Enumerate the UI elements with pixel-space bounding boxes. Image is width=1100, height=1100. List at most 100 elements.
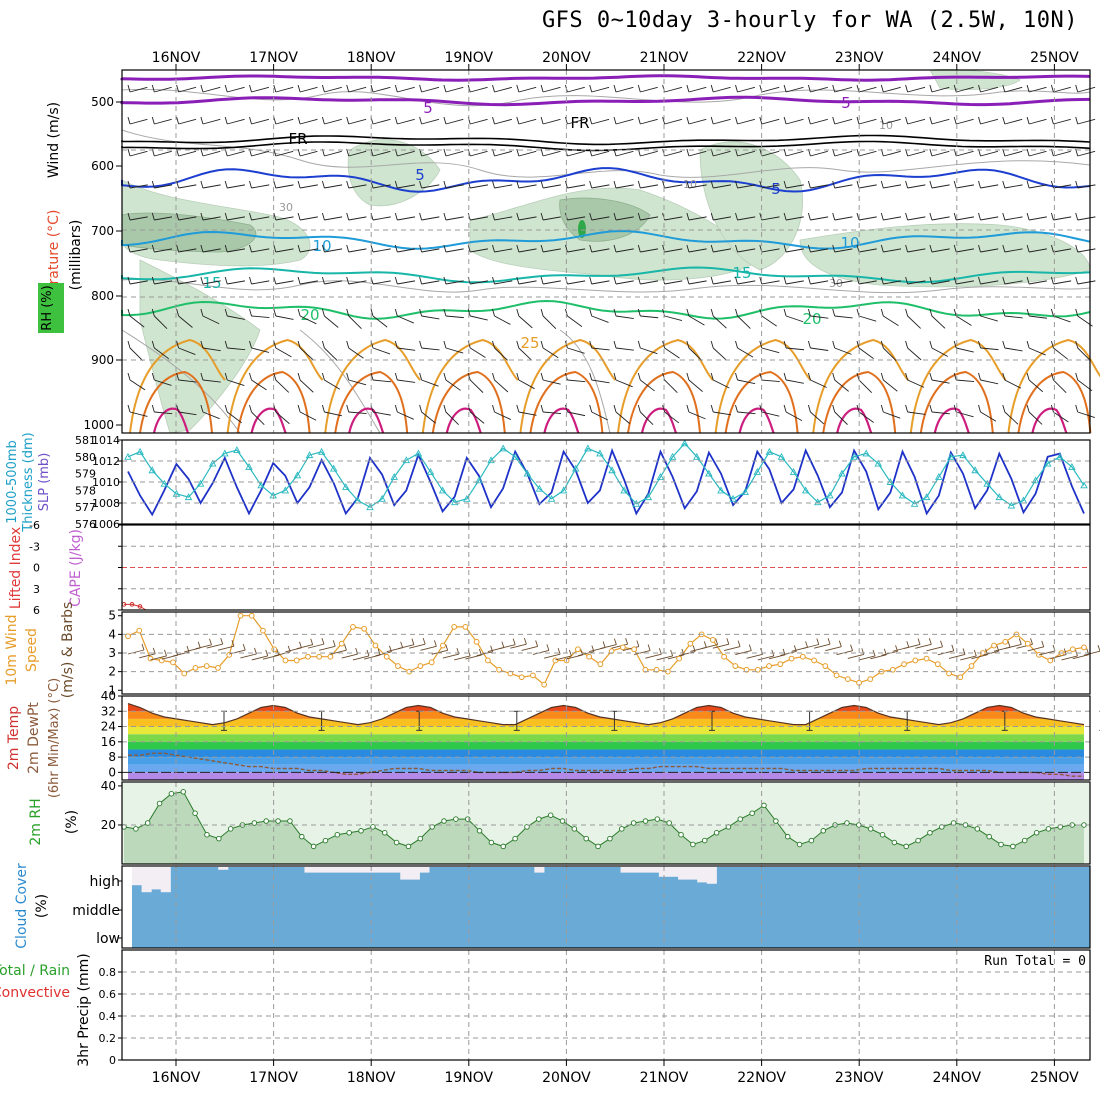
axis-tick-label: 0.4 (99, 1010, 117, 1023)
wind-barb (275, 184, 294, 189)
wind-barb (931, 118, 950, 125)
cloud-high-bar (639, 867, 650, 873)
wind-barb (786, 248, 804, 253)
wind-barb-flag (880, 404, 884, 413)
wind-barb (591, 411, 609, 421)
wind-barb-flag (929, 180, 933, 189)
wind-barb-flag (564, 116, 568, 125)
wind-barb (615, 315, 634, 319)
wind-barb-flag (346, 308, 350, 317)
wind10-barb (746, 653, 763, 659)
axis-tick-label: 2 (108, 665, 116, 679)
wind10-barb (701, 644, 718, 649)
wind-barb-flag (127, 340, 131, 349)
wind-barb-flag (1050, 372, 1054, 381)
wind-barb-flag (346, 372, 350, 381)
wind-barb (858, 216, 877, 221)
wind-barb (980, 150, 999, 157)
wind-barb-flag (710, 116, 714, 125)
wind-barb-flag (856, 244, 860, 253)
wind-barb-flag (929, 148, 933, 157)
wind-barb (639, 411, 654, 426)
wind-barb (664, 150, 683, 157)
ylabel-dewpt2m: 2m DewPt (26, 702, 42, 774)
wind-barb (664, 347, 680, 359)
wind-barb (980, 86, 999, 93)
wind-barb (1004, 248, 1023, 253)
thickness-point (475, 476, 483, 484)
rh-point (737, 816, 744, 822)
wind-barb-flag (710, 372, 714, 381)
wind-barb (858, 315, 877, 322)
axis-tick-label: 1012 (92, 455, 120, 468)
wind-barb-flag (249, 308, 252, 317)
wind-barb (737, 379, 756, 385)
ylabel-thickness-dm: Thickness (dm) (21, 432, 36, 532)
wind-barb-flag (978, 340, 981, 349)
wind-barb (129, 411, 148, 417)
wind-barb (227, 216, 246, 221)
wind10-point (1069, 646, 1076, 653)
rh-point (299, 833, 305, 840)
wind-barb-flag (127, 212, 131, 221)
wind-barb-flag (978, 116, 981, 125)
thickness-point (826, 491, 834, 499)
wind10-barb-flag (636, 640, 640, 647)
temp-contour-orange-dark (431, 370, 506, 434)
wind-barb (640, 280, 659, 285)
wind10-point (181, 670, 188, 677)
wind-barb (1028, 118, 1047, 125)
wind-barb-flag (370, 244, 374, 253)
wind-barb (518, 347, 533, 361)
contour-label: 30 (279, 201, 293, 214)
wind-barb (640, 248, 659, 253)
wind10-point (991, 642, 997, 649)
wind10-point (462, 624, 469, 630)
wind-barb (956, 248, 975, 253)
wind-barb (348, 86, 367, 93)
wind-barb (931, 184, 950, 189)
wind10-point (395, 663, 401, 669)
wind-barb (883, 118, 901, 125)
temp-contour-orange-dark (236, 370, 311, 434)
wind-barb (1004, 216, 1023, 221)
wind-barb-flag (419, 340, 423, 349)
thickness-point (438, 486, 447, 494)
thickness-point (208, 459, 217, 467)
wind-barb-flag (273, 404, 277, 413)
date-label-top: 25NOV (1030, 50, 1079, 66)
wind10-point (1081, 644, 1087, 651)
ylabel-thickness: 1000-500mb (5, 440, 20, 524)
wind-barb-flag (929, 372, 933, 381)
thickness-point (148, 466, 156, 474)
cloud-high-bar (361, 867, 372, 873)
wind-barb-flag (905, 404, 909, 413)
wind10-barb-flag (152, 647, 156, 655)
wind-barb (445, 411, 459, 426)
wind-barb-flag (589, 308, 593, 317)
wind-barb (664, 411, 680, 424)
thickness-point (559, 486, 568, 494)
wind-barb-flag (905, 340, 909, 349)
wind-barb (1077, 347, 1091, 362)
wind10-barb-flag (647, 644, 651, 651)
thickness-point (317, 447, 326, 455)
wind-barb-flag (637, 212, 641, 221)
panel-frame-rh2m (121, 781, 1091, 865)
wind10-barb (870, 654, 887, 660)
wind-barb (324, 184, 343, 189)
temp-contour (121, 299, 1091, 320)
wind10-barb (667, 654, 684, 660)
wind-barb (761, 347, 780, 354)
wind-barb (154, 347, 170, 360)
rh-point (619, 826, 625, 832)
wind-barb-flag (419, 404, 423, 413)
temp-contour-orange (1007, 338, 1100, 434)
cloud-high-bar (620, 867, 631, 873)
wind-barb-flag (1075, 244, 1079, 253)
wind-barb-flag (807, 372, 811, 381)
wind-barb (834, 150, 853, 157)
wind-barb-flag (783, 180, 787, 189)
wind-barb-flag (929, 276, 933, 285)
wind-barb (956, 347, 974, 353)
